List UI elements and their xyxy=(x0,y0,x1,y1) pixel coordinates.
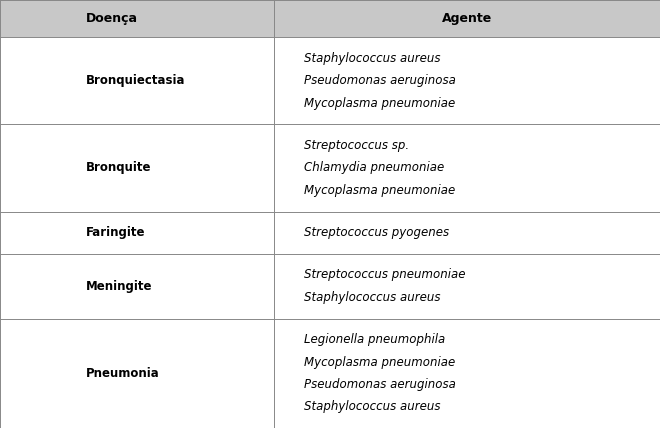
Text: Streptococcus pneumoniae: Streptococcus pneumoniae xyxy=(304,268,465,282)
Bar xyxy=(0,211,660,254)
Text: Pseudomonas aeruginosa: Pseudomonas aeruginosa xyxy=(304,378,455,391)
Bar xyxy=(0,37,660,125)
Bar xyxy=(0,318,660,428)
Text: Legionella pneumophila: Legionella pneumophila xyxy=(304,333,445,346)
Text: Agente: Agente xyxy=(442,12,492,25)
Text: Doença: Doença xyxy=(86,12,138,25)
Text: Mycoplasma pneumoniae: Mycoplasma pneumoniae xyxy=(304,97,455,110)
Text: Mycoplasma pneumoniae: Mycoplasma pneumoniae xyxy=(304,184,455,197)
Text: Staphylococcus aureus: Staphylococcus aureus xyxy=(304,52,440,65)
Text: Chlamydia pneumoniae: Chlamydia pneumoniae xyxy=(304,161,444,175)
Text: Bronquite: Bronquite xyxy=(86,161,151,175)
Text: Bronquiectasia: Bronquiectasia xyxy=(86,74,185,87)
Text: Staphylococcus aureus: Staphylococcus aureus xyxy=(304,291,440,304)
Text: Pneumonia: Pneumonia xyxy=(86,367,160,380)
Text: Mycoplasma pneumoniae: Mycoplasma pneumoniae xyxy=(304,356,455,369)
Text: Pseudomonas aeruginosa: Pseudomonas aeruginosa xyxy=(304,74,455,87)
Text: Meningite: Meningite xyxy=(86,279,152,293)
Bar xyxy=(0,254,660,318)
Text: Streptococcus sp.: Streptococcus sp. xyxy=(304,139,409,152)
Bar xyxy=(0,0,660,37)
Text: Streptococcus pyogenes: Streptococcus pyogenes xyxy=(304,226,449,239)
Text: Staphylococcus aureus: Staphylococcus aureus xyxy=(304,400,440,413)
Bar xyxy=(0,125,660,211)
Text: Faringite: Faringite xyxy=(86,226,145,239)
